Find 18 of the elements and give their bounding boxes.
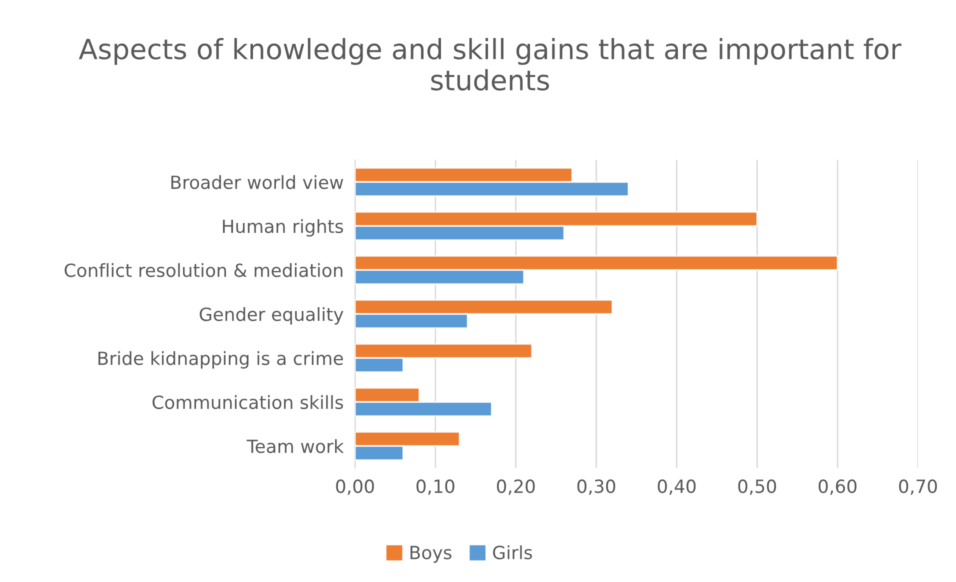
y-tick-label: Gender equality	[200, 307, 344, 325]
y-tick-label: Broader world view	[171, 175, 344, 190]
x-tick-label: 0,10	[416, 479, 454, 495]
x-tick-label: 0,60	[818, 479, 856, 495]
y-tick-label: Human rights	[222, 219, 344, 237]
y-tick-label: Team work	[246, 439, 344, 454]
y-tick-label: Conflict resolution & mediation	[64, 263, 342, 278]
x-tick-label: 0,70	[899, 479, 937, 495]
x-tick-label: 0,00	[336, 479, 374, 495]
legend-label: Girls	[493, 545, 532, 560]
x-tick-label: 0,20	[496, 479, 535, 495]
x-tick-label: 0,50	[738, 479, 776, 495]
chart-title: Aspects of knowledge and skill gains that are important for students	[78, 38, 902, 91]
y-tick-label: Communication skills	[152, 395, 344, 410]
x-tick-label: 0,40	[658, 479, 696, 495]
legend-label: Boys	[410, 546, 452, 563]
x-tick-label: 0,30	[577, 479, 616, 495]
y-tick-label: Bride kidnapping is a crime	[98, 351, 343, 369]
